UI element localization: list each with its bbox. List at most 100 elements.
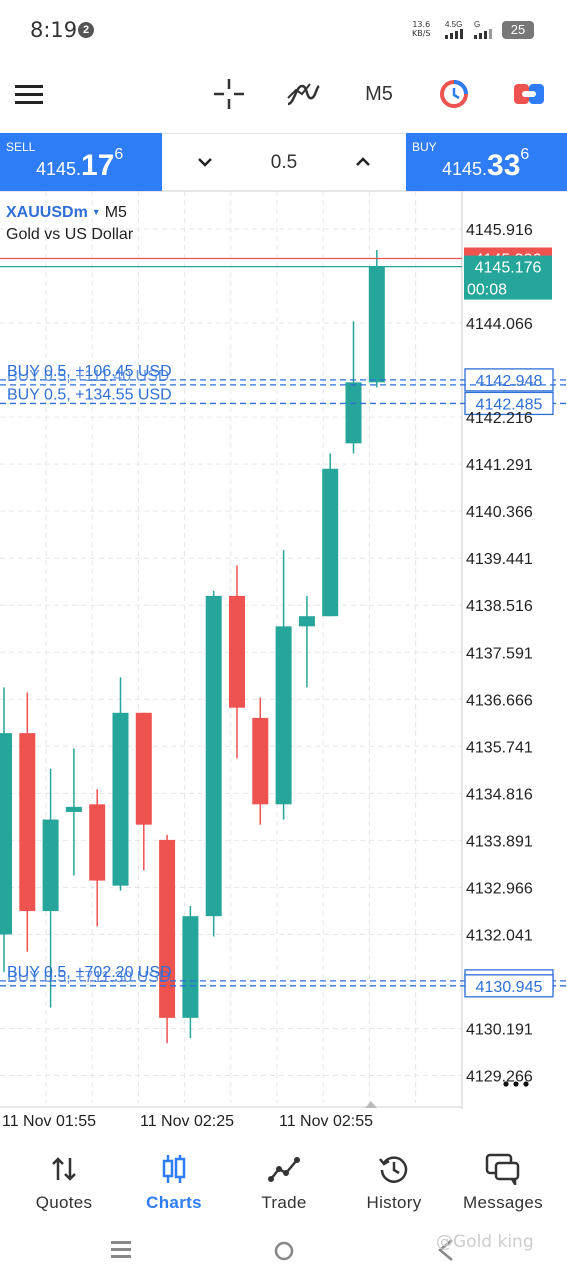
- trade-panel-icon[interactable]: [509, 74, 549, 114]
- candle: [275, 550, 292, 820]
- candle-body: [298, 616, 315, 627]
- price-tick-label: 4132.966: [466, 880, 533, 897]
- system-navigation-bar: @Gold king: [0, 1220, 567, 1280]
- signal-g-icon: G: [474, 20, 494, 41]
- more-dot: [503, 1081, 509, 1087]
- chart-header: XAUUSDm ▼ M5 Gold vs US Dollar: [6, 204, 133, 244]
- menu-icon[interactable]: [9, 74, 49, 114]
- time-tick-label: 11 Nov 02:55: [279, 1113, 373, 1130]
- back-icon[interactable]: [436, 1238, 456, 1267]
- price-tick-label: 4144.066: [466, 316, 533, 333]
- time-scroll-marker: [365, 1101, 377, 1108]
- price-tick-label: 4133.891: [466, 833, 533, 850]
- buy-button[interactable]: BUY 4145.336: [406, 133, 567, 191]
- bottom-navigation: Quotes Charts Trade History Messages: [0, 1135, 567, 1220]
- trade-icon: [229, 1153, 339, 1185]
- indicators-icon[interactable]: [283, 74, 323, 114]
- time-tick-label: 11 Nov 02:25: [140, 1113, 234, 1130]
- price-tick-label: 4135.741: [466, 739, 533, 756]
- position-tag-text: 4142.948: [476, 373, 543, 390]
- candle: [252, 697, 269, 825]
- symbol-name[interactable]: XAUUSDm: [6, 204, 88, 221]
- position-label: BUY 0.5, +106.45 USD: [7, 363, 172, 380]
- candle: [112, 677, 129, 891]
- candle: [42, 768, 59, 1008]
- position-tag-box: [464, 974, 554, 998]
- candle-body: [135, 712, 152, 825]
- nav-history[interactable]: History: [339, 1153, 449, 1213]
- status-bar: 8:19 2 13.6 KB/S 4.5G G 25: [0, 0, 567, 60]
- sell-label: SELL: [6, 140, 36, 154]
- nav-quotes[interactable]: Quotes: [9, 1153, 119, 1213]
- chart-timeframe: M5: [104, 204, 127, 221]
- trade-panel: SELL 4145.176 0.5 BUY 4145.336: [0, 133, 567, 191]
- nav-charts[interactable]: Charts: [119, 1153, 229, 1213]
- candle-body: [345, 382, 362, 444]
- price-tick-label: 4129.266: [466, 1069, 533, 1086]
- position-tag-text: 4130.945: [476, 979, 543, 996]
- candle-body: [159, 839, 176, 1018]
- quotes-icon: [9, 1153, 119, 1185]
- candle: [345, 321, 362, 454]
- price-chart[interactable]: XAUUSDm ▼ M5 Gold vs US Dollar BUY 0.5, +1…: [0, 191, 567, 1135]
- candle-body: [89, 804, 106, 881]
- position-price-tag: 4142.485: [464, 391, 554, 416]
- lot-stepper: 0.5: [162, 133, 406, 191]
- history-icon: [339, 1153, 449, 1185]
- candle: [182, 905, 199, 1039]
- position-label: BUY 0.5, +702.20 USD: [7, 964, 172, 981]
- candle-body: [42, 819, 59, 912]
- position-label: BUY 0.5, +134.55 USD: [7, 386, 172, 403]
- home-icon[interactable]: [273, 1240, 295, 1267]
- more-options-icon[interactable]: [503, 1081, 529, 1087]
- one-click-trading-icon[interactable]: [434, 74, 474, 114]
- timeframe-button[interactable]: M5: [365, 82, 393, 105]
- price-tick-label: 4138.516: [466, 598, 533, 615]
- candle: [89, 789, 106, 927]
- candle: [135, 712, 152, 871]
- candle-body: [368, 266, 385, 383]
- position-tag-text: 4142.485: [476, 396, 543, 413]
- price-tick-label: 4145.916: [466, 222, 533, 239]
- position-label: BUY 0.5, +711.30 USD: [7, 969, 171, 986]
- bid-tag-box: [464, 255, 552, 300]
- more-dot: [523, 1081, 529, 1087]
- network-speed: 13.6 KB/S: [412, 20, 431, 38]
- price-tick-label: 4130.191: [466, 1021, 533, 1038]
- lot-increase-button[interactable]: [354, 153, 372, 176]
- candle-body: [275, 626, 292, 805]
- symbol-dropdown-icon[interactable]: ▼: [91, 207, 101, 217]
- more-dot: [513, 1081, 519, 1087]
- lot-size-input[interactable]: 0.5: [270, 152, 298, 173]
- price-tick-label: 4141.291: [466, 457, 533, 474]
- candle-body: [65, 806, 82, 812]
- nav-messages[interactable]: Messages: [448, 1153, 558, 1213]
- time-tick-label: 11 Nov 01:55: [2, 1113, 96, 1130]
- crosshair-icon[interactable]: [209, 74, 249, 114]
- candle-body: [0, 733, 12, 935]
- lot-decrease-button[interactable]: [196, 153, 214, 176]
- position-tag-box: [464, 391, 554, 416]
- signal-4g-icon: 4.5G: [445, 20, 465, 41]
- candle: [65, 748, 82, 876]
- candle-body: [19, 733, 36, 912]
- buy-price: 4145.336: [442, 146, 530, 182]
- recent-apps-icon[interactable]: [110, 1240, 132, 1265]
- sell-price: 4145.176: [36, 146, 124, 182]
- price-tick-label: 4142.216: [466, 410, 533, 427]
- candle: [159, 834, 176, 1044]
- candle-body: [322, 468, 339, 617]
- battery-indicator: 25: [502, 21, 534, 39]
- sell-button[interactable]: SELL 4145.176: [0, 133, 162, 191]
- position-label: BUY 0.5, +111.40 USD: [7, 368, 169, 385]
- price-tick-label: 4136.666: [466, 692, 533, 709]
- notification-badge: 2: [78, 22, 94, 38]
- bid-tag-text: 4145.176: [475, 260, 542, 277]
- price-tick-label: 4134.816: [466, 786, 533, 803]
- candlestick-chart[interactable]: BUY 0.5, +106.45 USD 4142.948 BUY 0.5, +11…: [0, 191, 567, 1135]
- position-price-tag: 4142.948: [464, 368, 554, 392]
- charts-icon: [119, 1153, 229, 1185]
- candle-body: [229, 595, 245, 708]
- nav-trade[interactable]: Trade: [229, 1153, 339, 1213]
- price-tick-label: 4140.366: [466, 504, 533, 521]
